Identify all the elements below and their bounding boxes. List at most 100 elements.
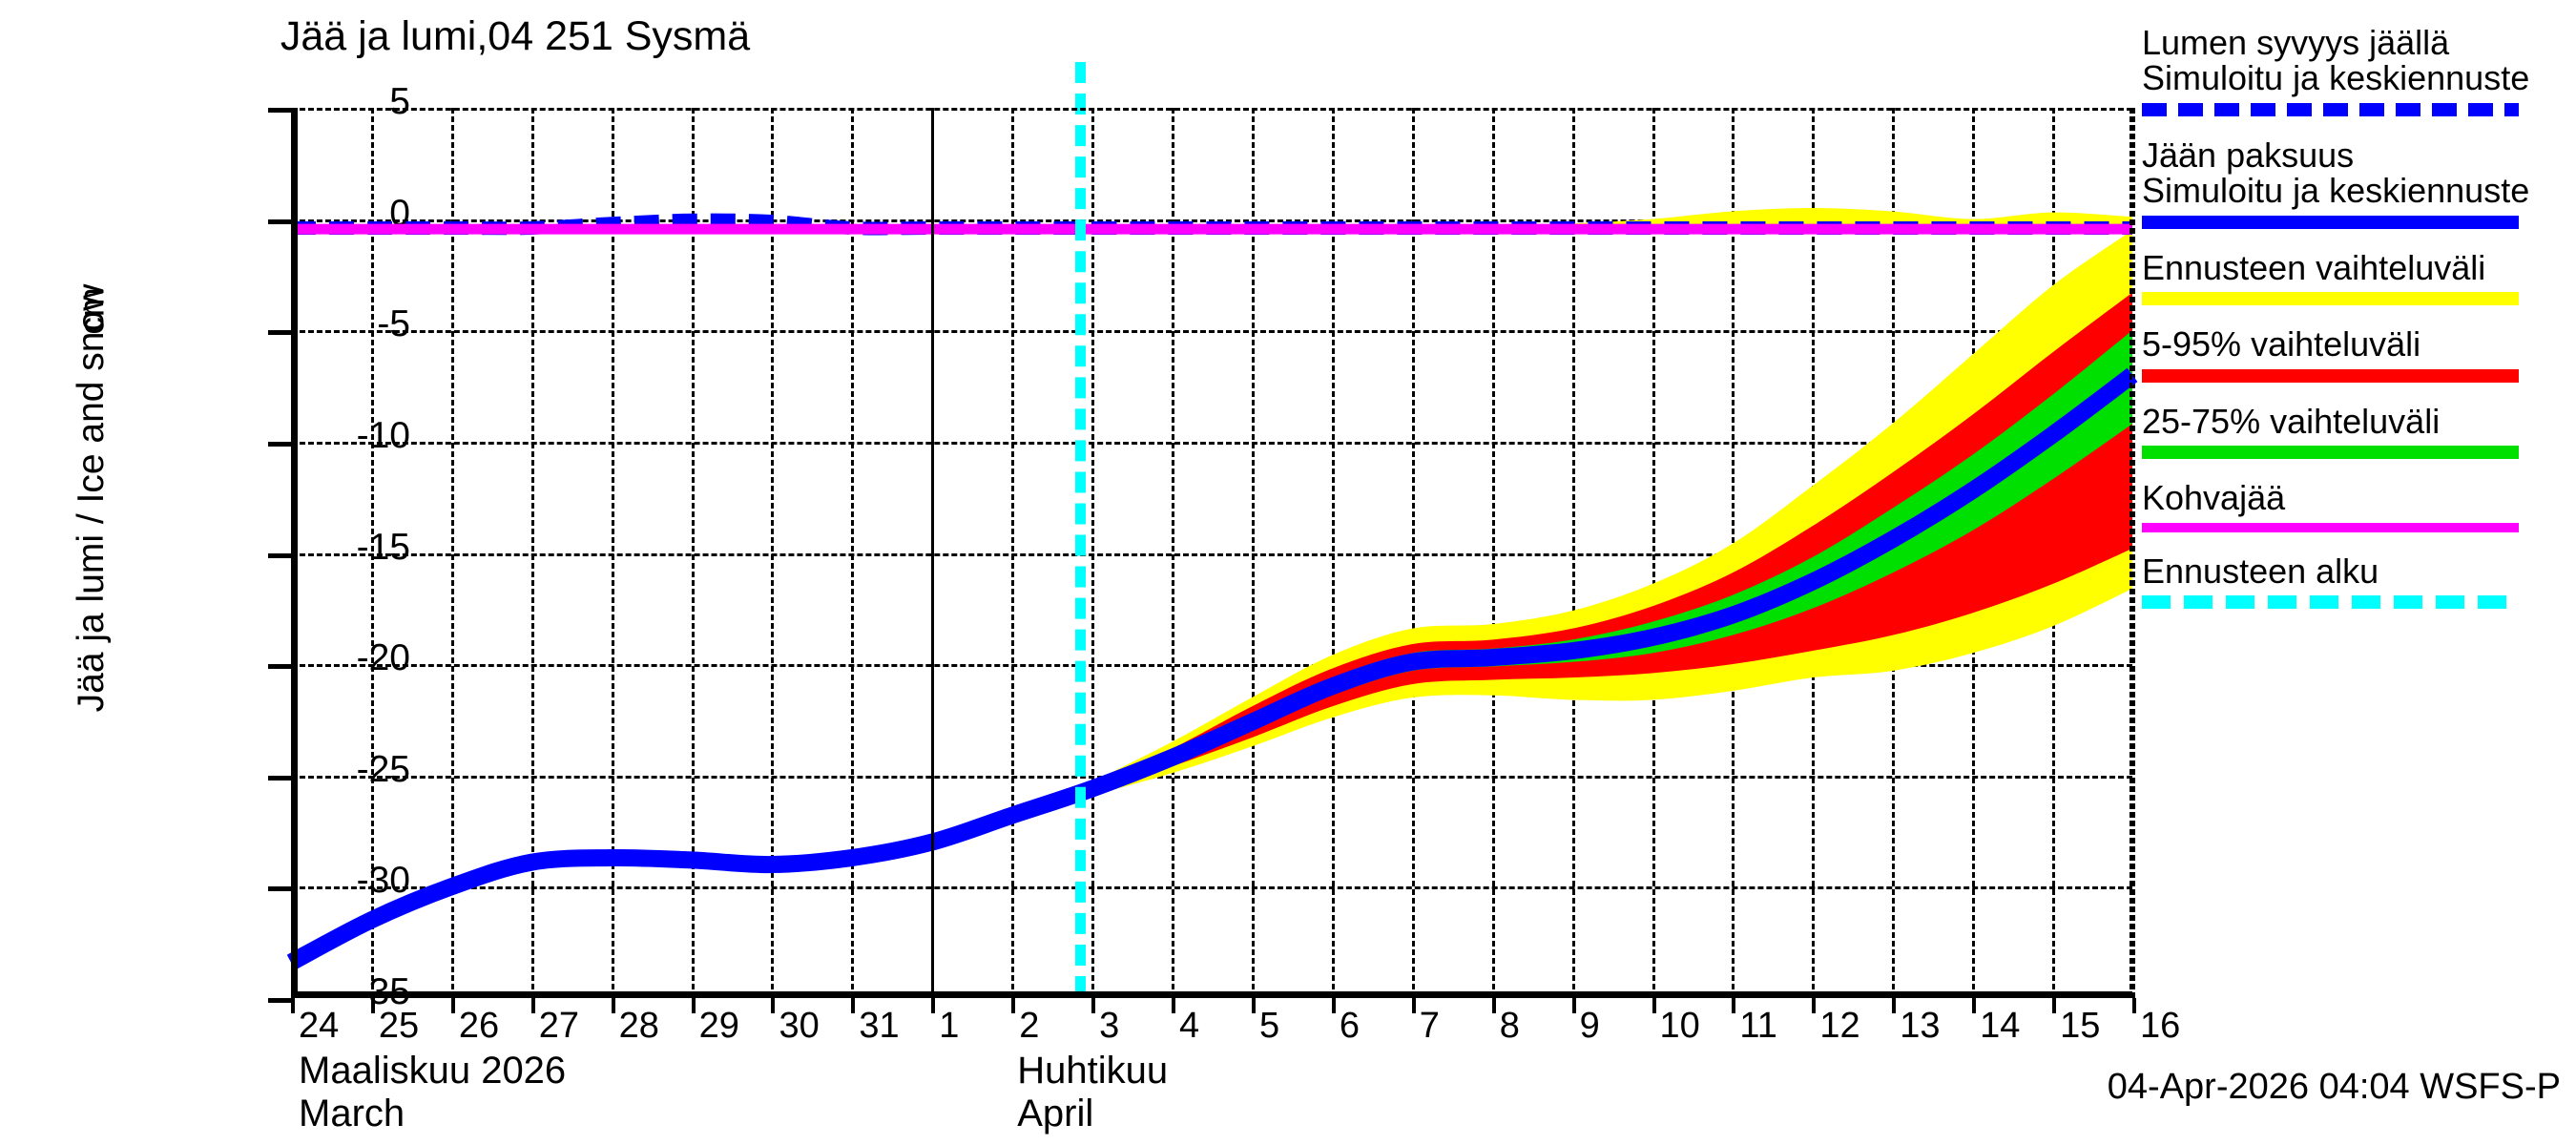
y-tick-label: -20 [356, 637, 410, 679]
x-tick-mark [2052, 998, 2057, 1013]
gridline-vertical [1652, 108, 1655, 998]
legend-item-subtitle: Simuloitu ja keskiennuste [2142, 58, 2530, 98]
plot-top-border [291, 108, 2132, 111]
gridline-horizontal [291, 219, 2132, 222]
gridline-vertical [1091, 108, 1095, 998]
x-tick-mark [291, 998, 295, 1013]
month-boundary-line [931, 108, 935, 998]
legend-item-title: 5-95% vaihteluväli [2142, 324, 2421, 364]
x-tick-mark [1812, 998, 1817, 1013]
x-tick-label: 13 [1900, 1006, 1941, 1046]
footer-timestamp: 04-Apr-2026 04:04 WSFS-P [2107, 1067, 2561, 1107]
x-tick-label: 7 [1419, 1006, 1440, 1046]
y-tick-label: -5 [377, 303, 410, 345]
series-line [286, 367, 2138, 970]
x-tick-label: 11 [1739, 1006, 1777, 1046]
gridline-vertical [1251, 108, 1255, 998]
gridline-horizontal [291, 775, 2132, 779]
y-tick-label: -10 [356, 414, 410, 456]
x-tick-label: 14 [1980, 1006, 2021, 1046]
gridline-vertical [691, 108, 695, 998]
x-tick-label: 8 [1499, 1006, 1520, 1046]
x-tick-mark [370, 998, 375, 1013]
x-tick-label: 4 [1179, 1006, 1200, 1046]
legend-swatch [2142, 594, 2519, 609]
gridline-vertical [1331, 108, 1335, 998]
x-tick-label: 3 [1099, 1006, 1120, 1046]
y-tick-label: 5 [389, 81, 410, 122]
x-tick-mark [450, 998, 455, 1013]
x-tick-mark [851, 998, 856, 1013]
y-tick-label: -15 [356, 526, 410, 568]
x-tick-mark [1251, 998, 1256, 1013]
gridline-vertical [771, 108, 775, 998]
gridline-vertical [450, 108, 454, 998]
x-tick-mark [1091, 998, 1096, 1013]
x-tick-label: 12 [1819, 1006, 1860, 1046]
gridline-vertical [1011, 108, 1015, 998]
y-axis-unit: cm [72, 287, 112, 335]
y-tick-mark [268, 998, 291, 1003]
gridline-horizontal [291, 441, 2132, 445]
x-tick-label: 31 [859, 1006, 900, 1046]
y-tick-mark [268, 886, 291, 892]
x-tick-mark [1892, 998, 1897, 1013]
forecast-band [1091, 230, 2132, 796]
x-tick-mark [1491, 998, 1496, 1013]
x-tick-mark [1011, 998, 1016, 1013]
plot-right-border [2129, 108, 2132, 998]
month-label-en: March [299, 1092, 405, 1135]
legend-item-title: Kohvajää [2142, 478, 2286, 518]
x-tick-mark [1732, 998, 1736, 1013]
x-tick-label: 29 [698, 1006, 739, 1046]
month-label-group: Maaliskuu 2026 March [299, 1050, 566, 1135]
x-tick-label: 2 [1019, 1006, 1040, 1046]
gridline-vertical [530, 108, 534, 998]
y-tick-label: 0 [389, 192, 410, 234]
legend-item-title: Jään paksuus [2142, 135, 2355, 175]
x-tick-mark [1331, 998, 1336, 1013]
x-tick-label: 10 [1659, 1006, 1700, 1046]
x-tick-label: 28 [618, 1006, 659, 1046]
month-label-en: April [1017, 1092, 1094, 1135]
x-tick-mark [771, 998, 776, 1013]
legend-swatch [2142, 292, 2519, 306]
y-tick-mark [268, 441, 291, 447]
x-tick-mark [1652, 998, 1656, 1013]
gridline-vertical [611, 108, 614, 998]
x-tick-mark [1972, 998, 1977, 1013]
legend-swatch [2142, 522, 2519, 532]
y-tick-label: -25 [356, 748, 410, 790]
month-label-fi: Huhtikuu [1017, 1050, 1169, 1092]
gridline-vertical [851, 108, 855, 998]
x-tick-label: 6 [1339, 1006, 1360, 1046]
x-tick-mark [691, 998, 696, 1013]
x-tick-label: 1 [939, 1006, 960, 1046]
gridline-vertical [1411, 108, 1415, 998]
page-title: Jää ja lumi,04 251 Sysmä [280, 13, 751, 59]
legend-item-title: Lumen syvyys jäällä [2142, 23, 2450, 62]
gridline-vertical [1172, 108, 1175, 998]
legend-swatch [2142, 102, 2519, 116]
x-tick-label: 9 [1579, 1006, 1600, 1046]
gridline-vertical [1571, 108, 1575, 998]
month-label-fi: Maaliskuu 2026 [299, 1050, 567, 1092]
legend-item-title: Ennusteen alku [2142, 551, 2379, 591]
forecast-band [1091, 292, 2132, 794]
legend-swatch [2142, 215, 2519, 229]
y-tick-mark [268, 552, 291, 558]
legend-item-title: 25-75% vaihteluväli [2142, 401, 2441, 441]
gridline-vertical [2132, 108, 2135, 998]
x-tick-mark [530, 998, 535, 1013]
x-tick-mark [611, 998, 615, 1013]
y-tick-mark [268, 775, 291, 781]
x-tick-mark [2132, 998, 2136, 1013]
y-tick-mark [268, 330, 291, 336]
x-tick-label: 30 [779, 1006, 820, 1046]
data-series-lines [286, 213, 2138, 970]
legend-swatch [2142, 368, 2519, 383]
legend-item-subtitle: Simuloitu ja keskiennuste [2142, 171, 2530, 211]
x-tick-label: 25 [378, 1006, 420, 1046]
x-tick-mark [1571, 998, 1576, 1013]
